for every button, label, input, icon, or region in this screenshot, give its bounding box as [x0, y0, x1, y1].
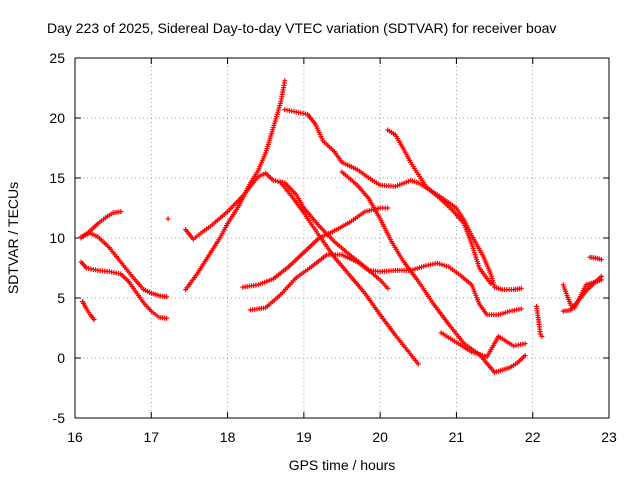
data-point — [518, 306, 524, 312]
series-track-3 — [78, 259, 170, 321]
data-point — [282, 78, 288, 84]
y-axis-title: SDTVAR / TECUs — [5, 182, 21, 294]
x-tick-label: 19 — [296, 429, 312, 445]
series-track-11 — [240, 205, 391, 290]
y-tick-label: 5 — [57, 290, 65, 306]
series-track-7 — [183, 78, 288, 293]
data-point — [437, 261, 443, 267]
data-point — [118, 209, 124, 215]
data-point — [441, 262, 447, 268]
series-track-1 — [78, 230, 170, 300]
data-point — [505, 309, 511, 315]
data-point — [598, 273, 604, 279]
data-point — [539, 333, 545, 339]
series-track-8 — [282, 107, 524, 293]
data-point — [415, 361, 421, 367]
y-tick-label: 0 — [57, 350, 65, 366]
data-point — [598, 257, 604, 263]
series-track-15 — [534, 303, 545, 339]
data-point — [495, 312, 501, 318]
series-track-10 — [385, 127, 494, 287]
data-point — [498, 311, 504, 317]
x-tick-label: 16 — [67, 429, 83, 445]
data-points — [78, 78, 604, 375]
series-track-14 — [438, 330, 528, 360]
y-tick-label: 25 — [49, 50, 65, 66]
data-point — [91, 317, 97, 323]
x-axis-title: GPS time / hours — [289, 457, 396, 473]
x-tick-label: 23 — [601, 429, 617, 445]
x-tick-label: 20 — [372, 429, 388, 445]
series-track-2 — [78, 209, 124, 241]
data-point — [444, 263, 450, 269]
series-track-18 — [587, 254, 604, 263]
x-tick-label: 18 — [220, 429, 236, 445]
data-point — [434, 260, 440, 266]
series-track-9 — [339, 169, 528, 375]
data-point — [385, 285, 391, 291]
y-tick-label: 10 — [49, 230, 65, 246]
data-point — [164, 294, 170, 300]
y-tick-label: -5 — [53, 410, 66, 426]
data-point — [488, 281, 494, 287]
data-point — [522, 341, 528, 347]
data-point — [500, 310, 506, 316]
chart-title: Day 223 of 2025, Sidereal Day-to-day VTE… — [47, 20, 556, 36]
x-tick-label: 17 — [143, 429, 159, 445]
data-point — [522, 353, 528, 359]
data-point — [164, 315, 170, 321]
series-track-13 — [278, 180, 421, 367]
series-track-5 — [165, 216, 171, 222]
data-point — [385, 205, 391, 211]
x-tick-label: 22 — [525, 429, 541, 445]
y-tick-label: 15 — [49, 170, 65, 186]
series-track-4 — [80, 299, 97, 323]
data-point — [439, 262, 445, 268]
data-point — [502, 310, 508, 316]
axis-ticks: 16 17 18 19 20 21 22 23 -5 0 5 10 15 20 25 — [49, 50, 617, 445]
y-tick-label: 20 — [49, 110, 65, 126]
data-point — [518, 285, 524, 291]
data-point — [165, 216, 171, 222]
x-tick-label: 21 — [449, 429, 465, 445]
series-track-17 — [560, 273, 604, 314]
grid — [75, 58, 609, 418]
